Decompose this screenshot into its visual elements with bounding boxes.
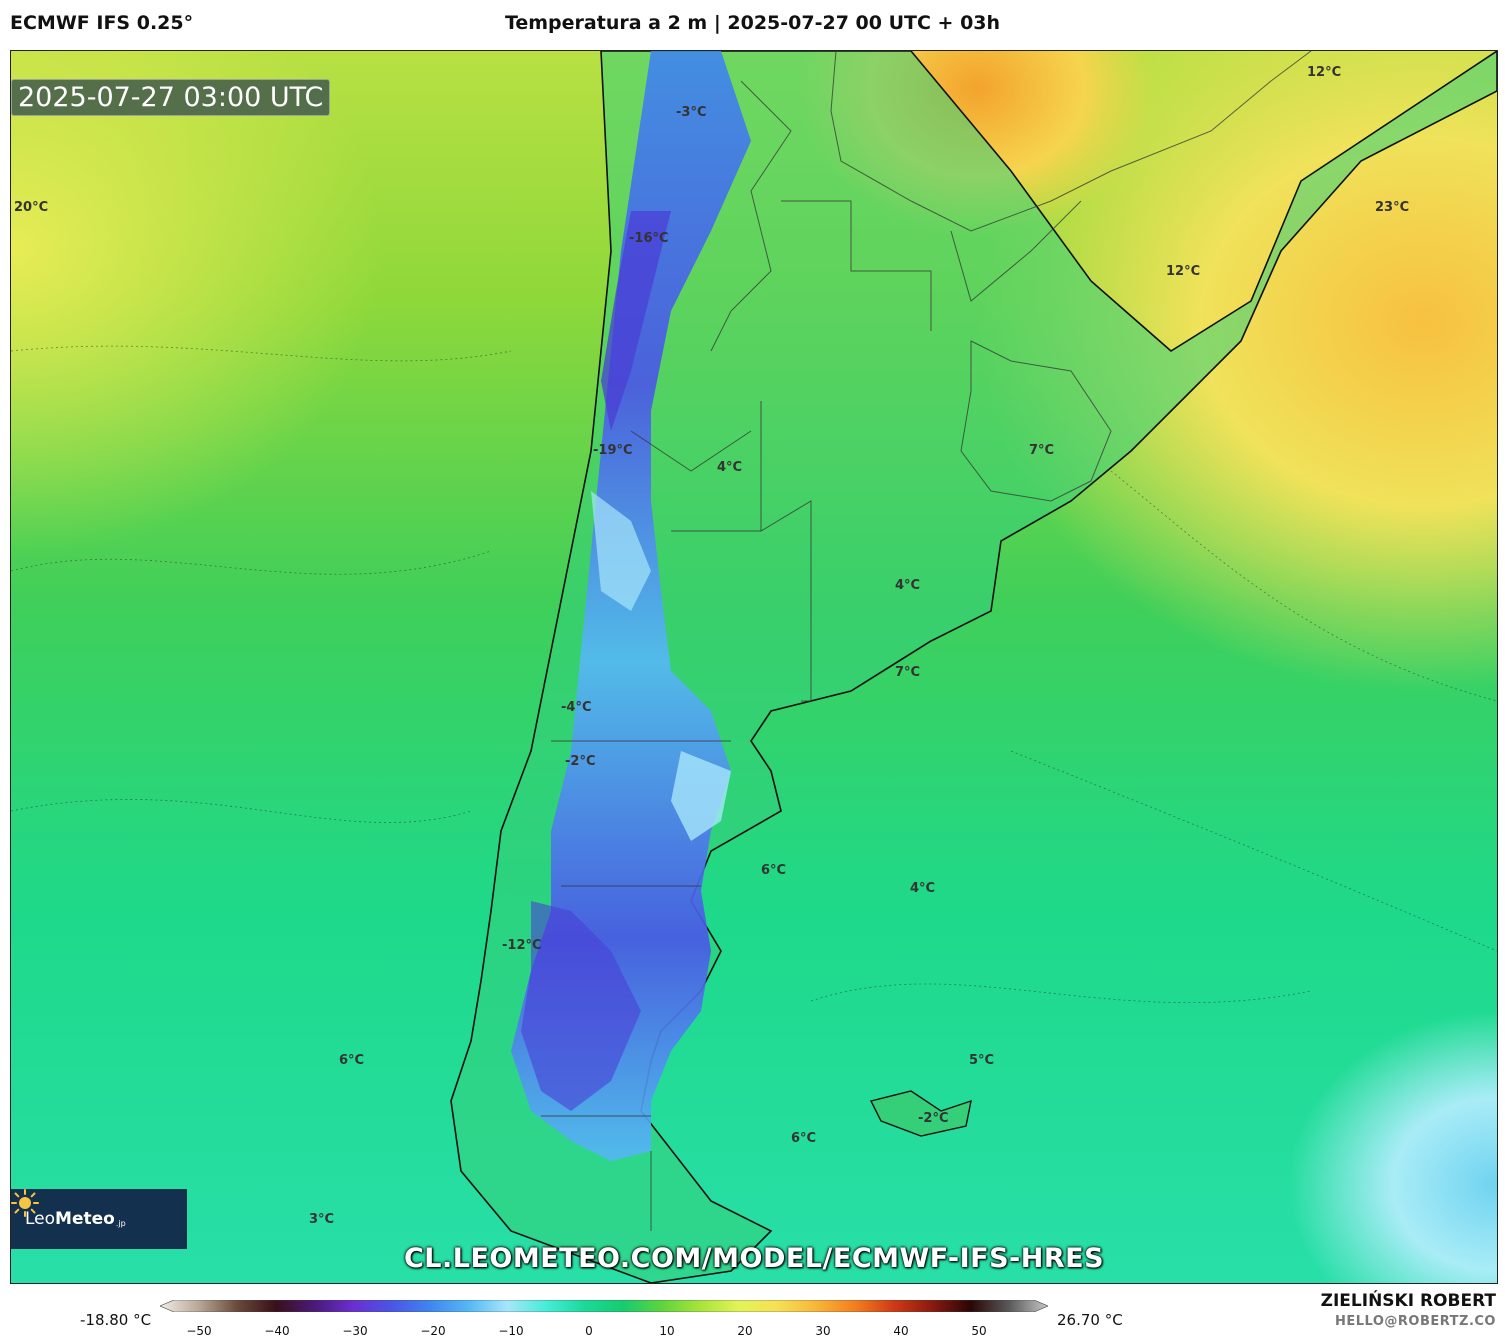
- leometeo-logo[interactable]: Leo Meteo .jp: [11, 1189, 187, 1249]
- scale-tick-label: 0: [585, 1324, 593, 1338]
- author-name: ZIELIŃSKI ROBERT: [1320, 1291, 1496, 1311]
- source-url[interactable]: CL.LEOMETEO.COM/MODEL/ECMWF-IFS-HRES: [403, 1243, 1105, 1274]
- scale-tick-label: −40: [264, 1324, 290, 1338]
- scale-tick-label: −50: [186, 1324, 212, 1338]
- temperature-label: 12°C: [1307, 65, 1342, 80]
- scale-tick-label: 20: [737, 1324, 753, 1338]
- sun-icon: [11, 1189, 39, 1217]
- temperature-map[interactable]: 2025-07-27 03:00 UTC 12°C -3°C 20°C -16°…: [10, 50, 1498, 1284]
- author-email[interactable]: HELLO@ROBERTZ.CO: [1334, 1314, 1496, 1329]
- color-scale-bar: [160, 1300, 1048, 1312]
- temperature-label: 6°C: [791, 1131, 817, 1146]
- temperature-label: 4°C: [910, 881, 936, 896]
- logo-text-bold: Meteo: [55, 1209, 115, 1229]
- scale-tick-label: 40: [893, 1324, 909, 1338]
- temperature-label: 20°C: [14, 200, 49, 215]
- temperature-label: -3°C: [676, 105, 707, 120]
- temperature-label: 5°C: [969, 1053, 995, 1068]
- valid-time-badge: 2025-07-27 03:00 UTC: [11, 79, 331, 116]
- temperature-label: -4°C: [561, 700, 592, 715]
- logo-text-light: Leo: [25, 1209, 56, 1229]
- temperature-label: -16°C: [629, 231, 669, 246]
- scale-tick-label: 30: [815, 1324, 831, 1338]
- temperature-label: 7°C: [1029, 443, 1055, 458]
- temperature-label: 6°C: [339, 1053, 365, 1068]
- temperature-label: -2°C: [918, 1111, 949, 1126]
- scale-tick-label: −30: [342, 1324, 368, 1338]
- legend-max-value: 26.70 °C: [1057, 1311, 1123, 1329]
- logo-suffix: .jp: [115, 1218, 126, 1228]
- temperature-label: 12°C: [1166, 264, 1201, 279]
- temperature-label: 7°C: [895, 665, 921, 680]
- legend-min-value: -18.80 °C: [80, 1311, 152, 1329]
- scale-tick-label: 10: [659, 1324, 675, 1338]
- scale-tick-label: 50: [971, 1324, 987, 1338]
- map-title: Temperatura a 2 m | 2025-07-27 00 UTC + …: [504, 12, 1001, 34]
- temperature-label: -19°C: [593, 443, 633, 458]
- temperature-label: 6°C: [761, 863, 787, 878]
- temperature-label: 4°C: [717, 460, 743, 475]
- temperature-label: 23°C: [1375, 200, 1410, 215]
- map-canvas: [11, 51, 1497, 1283]
- scale-tick-label: −10: [498, 1324, 524, 1338]
- temperature-label: 3°C: [309, 1212, 335, 1227]
- temperature-label: -2°C: [565, 754, 596, 769]
- temperature-label: -12°C: [502, 938, 542, 953]
- model-name: ECMWF IFS 0.25°: [10, 12, 194, 34]
- temperature-label: 4°C: [895, 578, 921, 593]
- scale-tick-label: −20: [420, 1324, 446, 1338]
